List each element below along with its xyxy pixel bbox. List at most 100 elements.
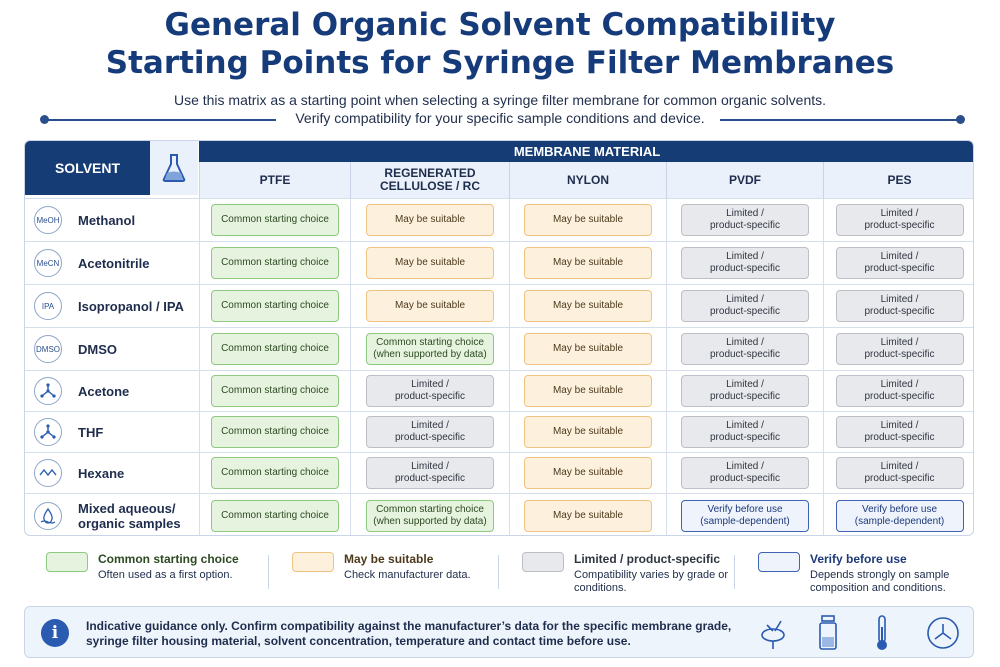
compatibility-badge: Limited / product-specific: [366, 416, 494, 448]
matrix-cell: Limited / product-specific: [823, 328, 973, 370]
row-label: DMSO DMSO: [25, 328, 198, 370]
legend-swatch: [522, 552, 564, 572]
solvent-header: SOLVENT: [25, 141, 150, 195]
table-row: Acetone Common starting choice Limited / pr…: [25, 370, 973, 411]
syringe-filter-icon: [761, 620, 785, 649]
column-header: NYLON: [509, 162, 666, 198]
compatibility-badge: May be suitable: [524, 290, 652, 322]
note-icons: [747, 613, 972, 653]
compatibility-badge: Common starting choice: [211, 457, 339, 489]
table-row: Mixed aqueous/organic samples Common star…: [25, 493, 973, 535]
matrix-cell: Common starting choice (when supported by…: [350, 328, 509, 370]
row-label: Acetone: [25, 371, 198, 411]
matrix-cell: Common starting choice (when supported by…: [350, 494, 509, 535]
solvent-name: Acetonitrile: [78, 255, 150, 271]
compatibility-badge: May be suitable: [366, 247, 494, 279]
matrix-cell: Limited / product-specific: [666, 242, 823, 284]
matrix-cell: Limited / product-specific: [666, 328, 823, 370]
table-row: MeCN Acetonitrile Common starting choice Ma…: [25, 241, 973, 284]
matrix-cell: Common starting choice: [199, 453, 350, 493]
vial-icon: [819, 615, 837, 650]
matrix-cell: Limited / product-specific: [666, 453, 823, 493]
legend-description: Often used as a first option.: [98, 569, 233, 581]
matrix-cell: Verify before use (sample-dependent): [666, 494, 823, 535]
info-note: i Indicative guidance only. Confirm comp…: [24, 606, 974, 658]
row-label: THF: [25, 412, 198, 452]
matrix-cell: Common starting choice: [199, 242, 350, 284]
matrix-cell: Common starting choice: [199, 199, 350, 241]
compatibility-matrix: SOLVENT MEMBRANE MATERIAL PTFE REGENERATE…: [24, 140, 974, 536]
matrix-cell: May be suitable: [509, 412, 666, 452]
matrix-cell: Limited / product-specific: [350, 371, 509, 411]
matrix-cell: Limited / product-specific: [823, 199, 973, 241]
solvent-name: Isopropanol / IPA: [78, 298, 184, 314]
compatibility-badge: Common starting choice: [211, 204, 339, 236]
compatibility-badge: Common starting choice: [211, 247, 339, 279]
solvent-abbrev-icon: MeCN: [34, 249, 62, 277]
compatibility-badge: Limited / product-specific: [681, 375, 809, 407]
matrix-cell: Limited / product-specific: [823, 285, 973, 327]
legend-divider: [268, 555, 269, 589]
solvent-name: Acetone: [78, 383, 130, 399]
legend-description: Check manufacturer data.: [344, 569, 471, 581]
note-text: Indicative guidance only. Confirm compat…: [86, 619, 732, 648]
compatibility-badge: Common starting choice: [211, 499, 339, 532]
page-title: General Organic Solvent Compatibility St…: [0, 6, 1000, 82]
legend-title: May be suitable: [344, 552, 434, 566]
thermometer-icon: [877, 615, 887, 650]
solvent-abbrev-icon: IPA: [34, 292, 62, 320]
solvent-name: Hexane: [78, 465, 125, 481]
matrix-cell: Limited / product-specific: [666, 285, 823, 327]
column-header: PES: [823, 162, 973, 198]
legend-item-common: Common starting choice Often used as a fi…: [46, 543, 261, 601]
solvent-name: THF: [78, 424, 104, 440]
compatibility-badge: Limited / product-specific: [835, 290, 964, 322]
matrix-cell: May be suitable: [350, 199, 509, 241]
legend-divider: [734, 555, 735, 589]
matrix-cell: Verify before use (sample-dependent): [823, 494, 973, 535]
legend-item-verify: Verify before use Depends strongly on sam…: [758, 543, 973, 601]
rule-right: [720, 119, 960, 121]
compatibility-badge: May be suitable: [524, 204, 652, 236]
title-line-2: Starting Points for Syringe Filter Membr…: [105, 45, 895, 81]
compatibility-badge: Limited / product-specific: [835, 416, 964, 448]
compatibility-badge: May be suitable: [524, 499, 652, 532]
matrix-cell: Limited / product-specific: [823, 242, 973, 284]
row-label: MeOH Methanol: [25, 199, 198, 241]
matrix-cell: May be suitable: [350, 285, 509, 327]
table-row: MeOH Methanol Common starting choice May be…: [25, 198, 973, 241]
compatibility-badge: Limited / product-specific: [681, 290, 809, 322]
row-label: MeCN Acetonitrile: [25, 242, 198, 284]
membrane-material-header: MEMBRANE MATERIAL: [199, 141, 973, 162]
solvent-abbrev-icon: DMSO: [34, 335, 62, 363]
compatibility-badge: Common starting choice: [211, 290, 339, 322]
solvent-name: Mixed aqueous/organic samples: [78, 500, 181, 531]
compatibility-badge: Limited / product-specific: [835, 333, 964, 365]
matrix-cell: Limited / product-specific: [350, 453, 509, 493]
matrix-cell: Common starting choice: [199, 371, 350, 411]
matrix-cell: Limited / product-specific: [666, 199, 823, 241]
legend-item-suitable: May be suitable Check manufacturer data.: [292, 543, 507, 601]
flask-icon-box: [150, 141, 198, 195]
water-drop-icon: [34, 501, 62, 530]
compatibility-badge: Limited / product-specific: [681, 416, 809, 448]
legend-title: Limited / product-specific: [574, 552, 721, 566]
table-row: DMSO DMSO Common starting choice Common sta…: [25, 327, 973, 370]
rule-dot-right: [956, 115, 965, 124]
legend-divider: [498, 555, 499, 589]
column-header: PVDF: [666, 162, 823, 198]
matrix-cell: May be suitable: [509, 285, 666, 327]
solvent-name: DMSO: [78, 341, 117, 357]
matrix-cell: Limited / product-specific: [823, 453, 973, 493]
compatibility-badge: Limited / product-specific: [681, 204, 809, 236]
matrix-cell: May be suitable: [509, 199, 666, 241]
compatibility-badge: Limited / product-specific: [681, 247, 809, 279]
legend-item-limited: Limited / product-specific Compatibility …: [522, 543, 737, 601]
matrix-cell: Limited / product-specific: [823, 412, 973, 452]
compatibility-badge: Limited / product-specific: [681, 457, 809, 489]
compatibility-badge: May be suitable: [366, 204, 494, 236]
legend-title: Common starting choice: [98, 552, 239, 566]
row-label: Hexane: [25, 453, 198, 493]
table-row: Hexane Common starting choice Limited / pro…: [25, 452, 973, 493]
rule-left: [44, 119, 276, 121]
